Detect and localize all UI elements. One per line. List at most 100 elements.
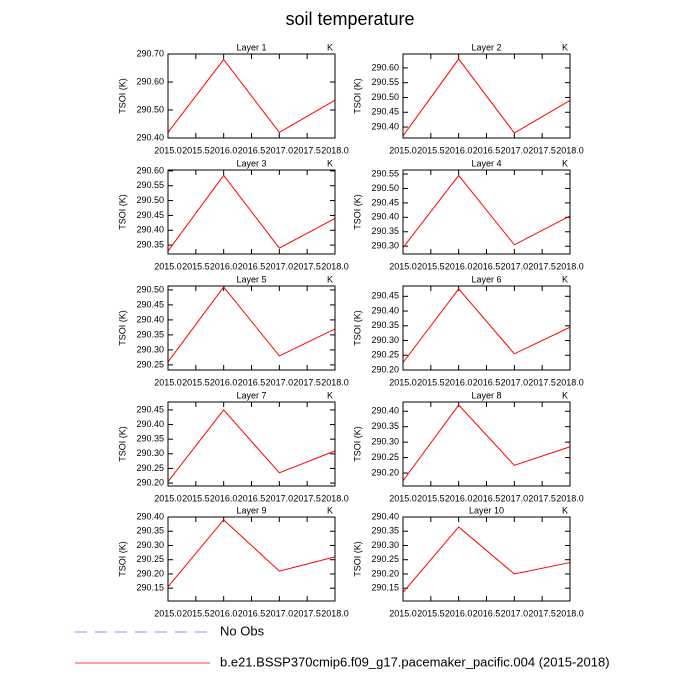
x-tick-label: 2017.5 bbox=[293, 377, 321, 387]
plot-frame bbox=[167, 285, 336, 371]
x-tick-label: 2016.5 bbox=[473, 145, 501, 155]
x-tick-label: 2017.0 bbox=[266, 261, 294, 271]
x-tick-label: 2017.5 bbox=[293, 145, 321, 155]
x-tick-label: 2015.5 bbox=[182, 145, 210, 155]
y-tick-label: 290.40 bbox=[136, 314, 164, 324]
x-tick-label: 2016.0 bbox=[445, 145, 473, 155]
panel-title: Layer 8 bbox=[471, 390, 501, 400]
x-tick-label: 2015.5 bbox=[182, 493, 210, 503]
x-tick-label: 2017.5 bbox=[528, 493, 556, 503]
y-tick-label: 290.35 bbox=[136, 434, 164, 444]
y-tick-label: 290.35 bbox=[136, 239, 164, 249]
x-tick-label: 2018.0 bbox=[556, 493, 584, 503]
x-tick-label: 2017.5 bbox=[293, 261, 321, 271]
y-tick-label: 290.35 bbox=[371, 226, 399, 236]
x-tick-label: 2018.0 bbox=[556, 377, 584, 387]
plot-frame bbox=[402, 53, 571, 139]
y-tick-label: 290.45 bbox=[371, 291, 399, 301]
legend-label: b.e21.BSSP370cmip6.f09_g17.pacemaker_pac… bbox=[220, 654, 610, 669]
x-tick-label: 2015.5 bbox=[182, 608, 210, 618]
y-tick-label: 290.50 bbox=[371, 92, 399, 102]
x-tick-label: 2017.0 bbox=[501, 261, 529, 271]
x-tick-label: 2017.5 bbox=[528, 261, 556, 271]
x-tick-label: 2016.5 bbox=[238, 261, 266, 271]
panel: Layer 10 K TSOI (K) 290.15 290.20 290.25 290.3… bbox=[352, 505, 583, 618]
x-tick-label: 2017.0 bbox=[501, 377, 529, 387]
y-tick-label: 290.50 bbox=[136, 195, 164, 205]
plot-frame bbox=[402, 169, 571, 255]
y-tick-label: 290.60 bbox=[136, 165, 164, 175]
x-tick-label: 2018.0 bbox=[321, 145, 349, 155]
plot-frame bbox=[167, 516, 336, 602]
data-line bbox=[167, 409, 336, 482]
x-tick-label: 2016.0 bbox=[445, 261, 473, 271]
x-tick-label: 2015.5 bbox=[417, 377, 445, 387]
y-tick-label: 290.50 bbox=[371, 183, 399, 193]
data-line bbox=[167, 58, 336, 134]
y-tick-label: 290.20 bbox=[371, 568, 399, 578]
x-tick-label: 2015.0 bbox=[389, 261, 417, 271]
x-tick-label: 2017.0 bbox=[501, 493, 529, 503]
x-tick-label: 2016.0 bbox=[445, 608, 473, 618]
data-line bbox=[167, 519, 336, 588]
x-tick-label: 2017.0 bbox=[266, 608, 294, 618]
y-tick-label: 290.45 bbox=[371, 197, 399, 207]
y-tick-label: 290.25 bbox=[371, 554, 399, 564]
x-tick-label: 2015.0 bbox=[389, 608, 417, 618]
plot-frame bbox=[402, 401, 571, 487]
panel: Layer 6 K TSOI (K) 290.20 290.25 290.30 290.35… bbox=[352, 274, 583, 387]
y-tick-label: 290.70 bbox=[136, 48, 164, 58]
x-tick-label: 2015.0 bbox=[154, 493, 182, 503]
y-tick-label: 290.30 bbox=[136, 344, 164, 354]
y-tick-label: 290.30 bbox=[371, 241, 399, 251]
y-tick-label: 290.40 bbox=[136, 511, 164, 521]
y-tick-label: 290.30 bbox=[371, 540, 399, 550]
panel: Layer 2 K TSOI (K) 290.40 290.45 290.50 290.55… bbox=[352, 42, 583, 155]
data-line bbox=[167, 286, 336, 363]
y-tick-label: 290.25 bbox=[371, 350, 399, 360]
y-tick-label: 290.30 bbox=[371, 335, 399, 345]
figure-title: soil temperature bbox=[285, 9, 414, 29]
x-tick-label: 2017.0 bbox=[266, 145, 294, 155]
panel-title: Layer 4 bbox=[471, 158, 501, 168]
plot-frame bbox=[402, 516, 571, 602]
data-line bbox=[402, 58, 571, 137]
panel: Layer 8 K TSOI (K) 290.20 290.25 290.30 290.35… bbox=[352, 390, 583, 503]
panel: Layer 3 K TSOI (K) 290.35 290.40 290.45 290.50… bbox=[117, 158, 348, 271]
data-line bbox=[167, 174, 336, 252]
y-tick-label: 290.35 bbox=[136, 329, 164, 339]
y-tick-label: 290.25 bbox=[136, 463, 164, 473]
plot-frame bbox=[402, 285, 571, 371]
x-tick-label: 2015.5 bbox=[417, 261, 445, 271]
y-tick-label: 290.35 bbox=[371, 421, 399, 431]
x-tick-label: 2016.0 bbox=[210, 261, 238, 271]
y-tick-label: 290.35 bbox=[371, 320, 399, 330]
y-tick-label: 290.20 bbox=[136, 568, 164, 578]
y-tick-label: 290.15 bbox=[136, 583, 164, 593]
legend-label: No Obs bbox=[220, 623, 265, 638]
unit-label: K bbox=[327, 390, 333, 400]
y-tick-label: 290.35 bbox=[136, 526, 164, 536]
unit-label: K bbox=[327, 505, 333, 515]
unit-label: K bbox=[327, 42, 333, 52]
y-tick-label: 290.20 bbox=[136, 477, 164, 487]
panel-title: Layer 9 bbox=[236, 505, 266, 515]
unit-label: K bbox=[327, 158, 333, 168]
panel-title: Layer 2 bbox=[471, 42, 501, 52]
y-tick-label: 290.40 bbox=[136, 419, 164, 429]
y-axis-label: TSOI (K) bbox=[352, 78, 362, 114]
y-tick-label: 290.20 bbox=[371, 467, 399, 477]
x-tick-label: 2017.0 bbox=[266, 377, 294, 387]
y-tick-label: 290.55 bbox=[371, 77, 399, 87]
x-tick-label: 2017.5 bbox=[528, 145, 556, 155]
x-tick-label: 2015.0 bbox=[154, 145, 182, 155]
y-tick-label: 290.35 bbox=[371, 526, 399, 536]
y-tick-label: 290.55 bbox=[136, 180, 164, 190]
x-tick-label: 2016.5 bbox=[238, 493, 266, 503]
unit-label: K bbox=[562, 158, 568, 168]
x-tick-label: 2016.0 bbox=[210, 493, 238, 503]
x-tick-label: 2017.5 bbox=[528, 377, 556, 387]
y-axis-label: TSOI (K) bbox=[117, 194, 127, 230]
y-tick-label: 290.45 bbox=[136, 210, 164, 220]
